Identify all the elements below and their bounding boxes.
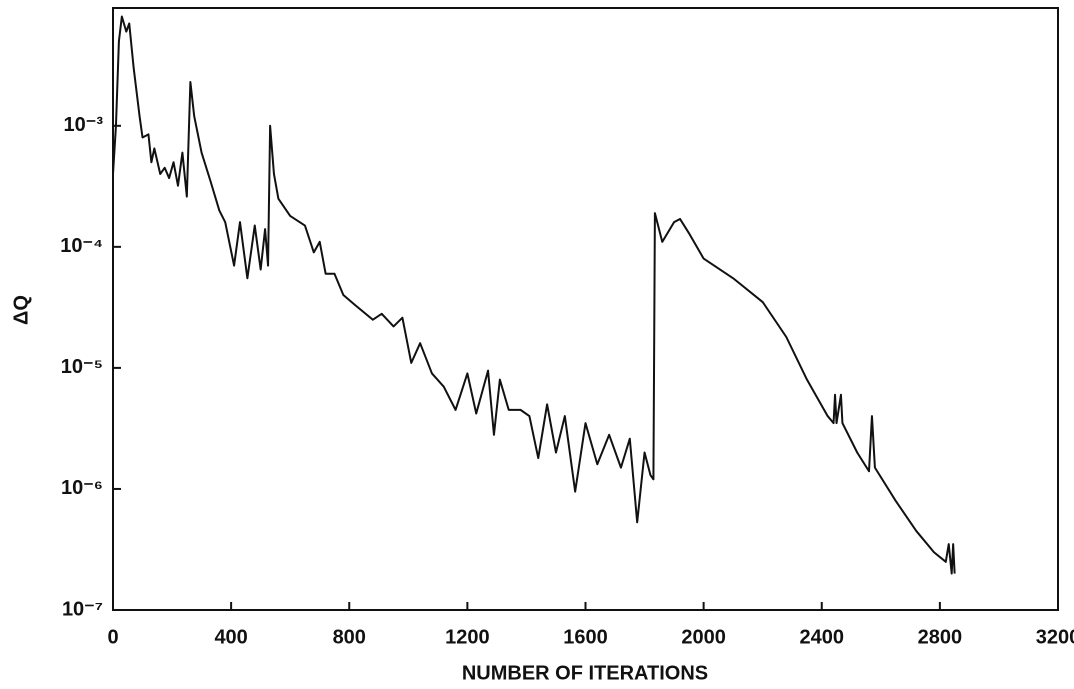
y-tick-label: 10⁻⁴: [60, 235, 103, 257]
y-tick-label: 10⁻⁵: [61, 356, 103, 378]
x-axis-label: NUMBER OF ITERATIONS: [462, 662, 708, 684]
x-tick-label: 1200: [445, 626, 490, 648]
x-tick-label: 1600: [563, 626, 608, 648]
y-axis-label: ΔQ: [10, 295, 32, 325]
y-tick-label: 10⁻⁷: [62, 598, 103, 620]
x-tick-label: 3200: [1036, 626, 1074, 648]
y-tick-label: 10⁻⁶: [61, 477, 103, 499]
x-tick-label: 0: [107, 626, 118, 648]
x-tick-label: 2400: [800, 626, 845, 648]
data-line: [112, 15, 956, 575]
x-tick-label: 400: [214, 626, 247, 648]
x-tick-label: 800: [333, 626, 366, 648]
y-tick-label: 10⁻³: [64, 114, 104, 136]
x-tick-label: 2800: [918, 626, 963, 648]
plot-frame: [112, 7, 1059, 611]
x-tick-label: 2000: [681, 626, 726, 648]
